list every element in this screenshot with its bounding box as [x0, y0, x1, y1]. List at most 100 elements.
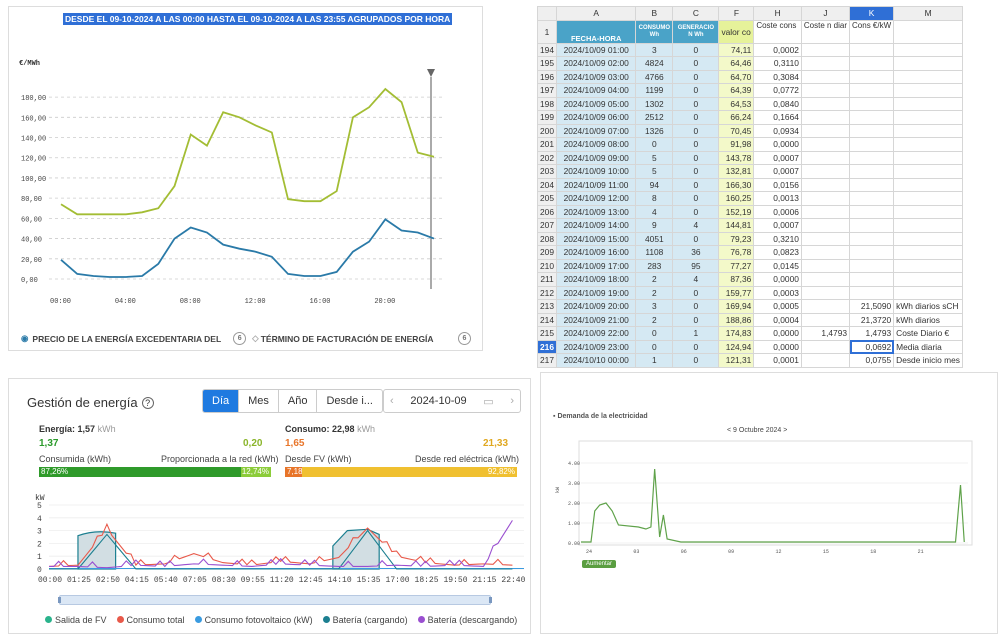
cell-a[interactable]: 2024/10/09 11:00 — [555, 177, 637, 192]
cell-k[interactable]: 21,5090 — [849, 299, 895, 314]
cell-h[interactable]: 0,0013 — [753, 191, 802, 206]
cell-m[interactable] — [893, 164, 963, 179]
cell-c[interactable]: 0 — [672, 339, 720, 354]
cell-k[interactable] — [849, 96, 895, 111]
cell-a[interactable]: 2024/10/09 15:00 — [555, 231, 637, 246]
cell-a[interactable]: 2024/10/09 01:00 — [555, 42, 637, 57]
cell-b[interactable]: 283 — [635, 258, 674, 273]
cell-f[interactable]: 64,46 — [718, 56, 755, 71]
cell-a[interactable]: 2024/10/09 10:00 — [555, 164, 637, 179]
cell-b[interactable]: 2 — [635, 285, 674, 300]
row-header[interactable]: 195 — [537, 56, 557, 71]
cell-j[interactable] — [800, 191, 851, 206]
cell-m[interactable] — [893, 231, 963, 246]
cell-b[interactable]: 9 — [635, 218, 674, 233]
cell-j[interactable] — [800, 353, 851, 368]
cell-a[interactable]: 2024/10/09 02:00 — [555, 56, 637, 71]
cell-f[interactable]: 77,27 — [718, 258, 755, 273]
row-header[interactable]: 203 — [537, 164, 557, 179]
cell-c[interactable]: 0 — [672, 285, 720, 300]
row-header[interactable]: 211 — [537, 272, 557, 287]
cell-b[interactable]: 2512 — [635, 110, 674, 125]
cell-b[interactable]: 3 — [635, 42, 674, 57]
header-cell-f[interactable]: valor co — [718, 19, 755, 44]
cell-h[interactable]: 0,0145 — [753, 258, 802, 273]
row-header[interactable]: 201 — [537, 137, 557, 152]
cell-a[interactable]: 2024/10/09 08:00 — [555, 137, 637, 152]
cell-f[interactable]: 91,98 — [718, 137, 755, 152]
cell-f[interactable]: 160,25 — [718, 191, 755, 206]
cell-a[interactable]: 2024/10/09 12:00 — [555, 191, 637, 206]
cell-c[interactable]: 4 — [672, 272, 720, 287]
legend-item[interactable]: Batería (cargando) — [322, 615, 408, 625]
eye-off-icon[interactable]: ◇ — [252, 333, 259, 343]
cell-k[interactable] — [849, 258, 895, 273]
row-header[interactable]: 206 — [537, 204, 557, 219]
cell-c[interactable]: 0 — [672, 177, 720, 192]
cell-h[interactable]: 0,0000 — [753, 137, 802, 152]
cell-f[interactable]: 87,36 — [718, 272, 755, 287]
cell-a[interactable]: 2024/10/09 23:00 — [555, 339, 637, 354]
cell-m[interactable] — [893, 110, 963, 125]
cell-b[interactable]: 0 — [635, 339, 674, 354]
cell-j[interactable] — [800, 299, 851, 314]
row-header[interactable]: 212 — [537, 285, 557, 300]
cell-m[interactable] — [893, 218, 963, 233]
help-icon[interactable]: ? — [141, 397, 154, 409]
cell-h[interactable]: 0,0823 — [753, 245, 802, 260]
cell-h[interactable]: 0,1664 — [753, 110, 802, 125]
row-header[interactable]: 214 — [537, 312, 557, 327]
cell-f[interactable]: 66,24 — [718, 110, 755, 125]
cell-c[interactable]: 0 — [672, 191, 720, 206]
cell-f[interactable]: 64,70 — [718, 69, 755, 84]
cell-a[interactable]: 2024/10/09 04:00 — [555, 83, 637, 98]
cell-c[interactable]: 0 — [672, 110, 720, 125]
legend-item[interactable]: Salida de FV — [45, 615, 107, 625]
cell-a[interactable]: 2024/10/09 07:00 — [555, 123, 637, 138]
header-cell-b[interactable]: CONSUMO Wh — [635, 19, 674, 44]
cell-m[interactable] — [893, 245, 963, 260]
scroll-handle-right[interactable] — [489, 597, 492, 603]
cell-k[interactable]: 0,0692 — [849, 339, 895, 354]
cell-m[interactable] — [893, 177, 963, 192]
cell-j[interactable] — [800, 231, 851, 246]
cell-m[interactable] — [893, 83, 963, 98]
cell-c[interactable]: 0 — [672, 56, 720, 71]
cell-c[interactable]: 0 — [672, 231, 720, 246]
cell-f[interactable]: 76,78 — [718, 245, 755, 260]
cell-h[interactable]: 0,0003 — [753, 285, 802, 300]
cell-j[interactable] — [800, 285, 851, 300]
cell-k[interactable] — [849, 83, 895, 98]
cell-k[interactable] — [849, 42, 895, 57]
eye-icon[interactable]: ◉ — [21, 333, 29, 343]
cell-j[interactable] — [800, 177, 851, 192]
cell-j[interactable] — [800, 69, 851, 84]
header-cell-m[interactable] — [893, 19, 963, 44]
cell-h[interactable]: 0,0007 — [753, 164, 802, 179]
cell-b[interactable]: 3 — [635, 299, 674, 314]
cell-b[interactable]: 5 — [635, 164, 674, 179]
cell-m[interactable] — [893, 69, 963, 84]
legend-item[interactable]: Batería (descargando) — [417, 615, 517, 625]
row-header[interactable]: 202 — [537, 150, 557, 165]
header-cell-h[interactable]: Coste cons — [753, 19, 802, 44]
cell-c[interactable]: 0 — [672, 312, 720, 327]
cell-j[interactable] — [800, 110, 851, 125]
row-header[interactable]: 213 — [537, 299, 557, 314]
cell-k[interactable] — [849, 191, 895, 206]
cell-f[interactable]: 169,94 — [718, 299, 755, 314]
cell-m[interactable] — [893, 204, 963, 219]
cell-f[interactable]: 159,77 — [718, 285, 755, 300]
cell-c[interactable]: 0 — [672, 69, 720, 84]
cell-a[interactable]: 2024/10/09 13:00 — [555, 204, 637, 219]
row-header[interactable]: 194 — [537, 42, 557, 57]
cell-f[interactable]: 152,19 — [718, 204, 755, 219]
column-header-a[interactable]: A — [555, 6, 637, 21]
cell-c[interactable]: 0 — [672, 137, 720, 152]
column-header-m[interactable]: M — [893, 6, 963, 21]
column-header-b[interactable]: B — [635, 6, 674, 21]
cell-a[interactable]: 2024/10/09 21:00 — [555, 312, 637, 327]
cell-c[interactable]: 4 — [672, 218, 720, 233]
cell-f[interactable]: 70,45 — [718, 123, 755, 138]
row-header[interactable]: 210 — [537, 258, 557, 273]
